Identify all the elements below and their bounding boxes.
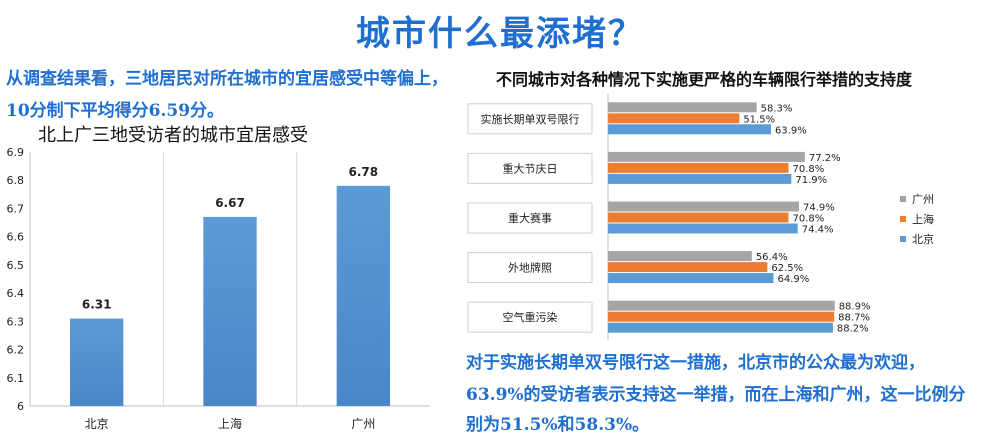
y-tick-label: 6.7 — [7, 202, 25, 215]
category-label: 重大节庆日 — [503, 161, 558, 175]
restriction-chart-title: 不同城市对各种情况下实施更严格的车辆限行举措的支持度 — [496, 70, 913, 89]
x-tick-label: 广州 — [351, 417, 375, 431]
legend-label: 广州 — [912, 193, 934, 206]
legend-label: 上海 — [912, 212, 934, 226]
data-label: 74.9% — [803, 203, 835, 214]
category-label: 重大赛事 — [508, 211, 552, 225]
y-tick-label: 6.9 — [7, 146, 25, 159]
y-tick-label: 6.3 — [7, 315, 25, 328]
category-label-box — [467, 103, 593, 135]
category-label: 空气重污染 — [503, 310, 558, 324]
data-label: 51.5% — [743, 114, 775, 125]
data-label: 77.2% — [809, 153, 841, 164]
data-label: 70.8% — [793, 214, 825, 225]
bar-广州-空气重污染 — [608, 300, 835, 311]
bar-广州-重大节庆日 — [608, 151, 805, 162]
y-tick-label: 6 — [17, 400, 24, 413]
category-label-box — [467, 252, 593, 284]
livability-bar-chart: 6 6.1 6.2 6.3 6.4 6.5 6.6 6.7 6.8 6.9 6.31 北京 6.67 上海… — [7, 146, 430, 431]
category-label-box — [467, 152, 593, 184]
bar-上海-实施长期单双号限行 — [608, 113, 740, 124]
bar-上海-空气重污染 — [608, 311, 835, 322]
category-label-box — [467, 301, 593, 333]
bar-广州 — [336, 185, 390, 406]
x-tick-label: 上海 — [218, 416, 242, 431]
summary-left-line-1: 从调查结果看，三地居民对所在城市的宜居感受中等偏上， — [6, 69, 448, 89]
bar-北京-外地牌照 — [608, 273, 774, 284]
category-label: 外地牌照 — [508, 261, 552, 275]
bar-北京-重大赛事 — [608, 223, 798, 234]
data-label: 56.4% — [756, 252, 788, 263]
category-label: 实施长期单双号限行 — [481, 112, 580, 126]
legend-swatch-北京 — [900, 236, 906, 242]
summary-left-line-2: 10分制下平均得分6.59分。 — [6, 101, 225, 121]
x-tick-label: 北京 — [85, 417, 109, 431]
legend-swatch-上海 — [900, 216, 906, 222]
data-label: 6.78 — [349, 165, 379, 179]
data-label: 88.9% — [839, 302, 871, 313]
data-label: 64.9% — [777, 274, 809, 285]
data-label: 88.7% — [838, 313, 870, 324]
data-label: 58.3% — [761, 103, 793, 114]
legend-swatch-广州 — [900, 196, 906, 202]
bar-北京-重大节庆日 — [608, 173, 792, 184]
legend-label: 北京 — [912, 232, 934, 246]
bar-广州-实施长期单双号限行 — [608, 102, 757, 113]
data-label: 6.31 — [82, 298, 112, 312]
y-tick-label: 6.6 — [7, 231, 25, 244]
y-tick-label: 6.5 — [7, 259, 25, 272]
livability-chart-title: 北上广三地受访者的城市宜居感受 — [38, 125, 308, 146]
page-title: 城市什么最添堵？ — [356, 14, 644, 54]
bar-北京-实施长期单双号限行 — [608, 124, 771, 135]
data-label: 62.5% — [771, 263, 803, 274]
data-label: 88.2% — [837, 324, 869, 335]
restriction-bar-chart: 实施长期单双号限行58.3%51.5%63.9%重大节庆日77.2%70.8%7… — [467, 94, 934, 340]
bar-上海-重大节庆日 — [608, 162, 789, 173]
data-label: 63.9% — [775, 125, 807, 136]
bar-北京-空气重污染 — [608, 322, 833, 333]
bar-上海 — [203, 216, 257, 406]
y-tick-label: 6.4 — [7, 287, 25, 300]
y-tick-label: 6.2 — [7, 344, 25, 357]
data-label: 71.9% — [795, 175, 827, 186]
category-label-box — [467, 202, 593, 234]
data-label: 6.67 — [215, 196, 245, 210]
summary-right-line-3: 别为51.5%和58.3%。 — [466, 415, 650, 435]
y-tick-label: 6.8 — [7, 174, 25, 187]
y-tick-label: 6.1 — [7, 372, 25, 385]
summary-right-line-2: 63.9%的受访者表示支持这一举措，而在上海和广州，这一比例分 — [466, 385, 966, 405]
bar-上海-外地牌照 — [608, 262, 768, 273]
bar-北京 — [70, 318, 124, 406]
summary-right-line-1: 对于实施长期单双号限行这一措施，北京市的公众最为欢迎， — [466, 353, 925, 373]
data-label: 74.4% — [802, 225, 834, 236]
data-label: 70.8% — [793, 164, 825, 175]
bar-广州-外地牌照 — [608, 251, 752, 262]
bar-上海-重大赛事 — [608, 212, 789, 223]
bar-广州-重大赛事 — [608, 201, 799, 212]
